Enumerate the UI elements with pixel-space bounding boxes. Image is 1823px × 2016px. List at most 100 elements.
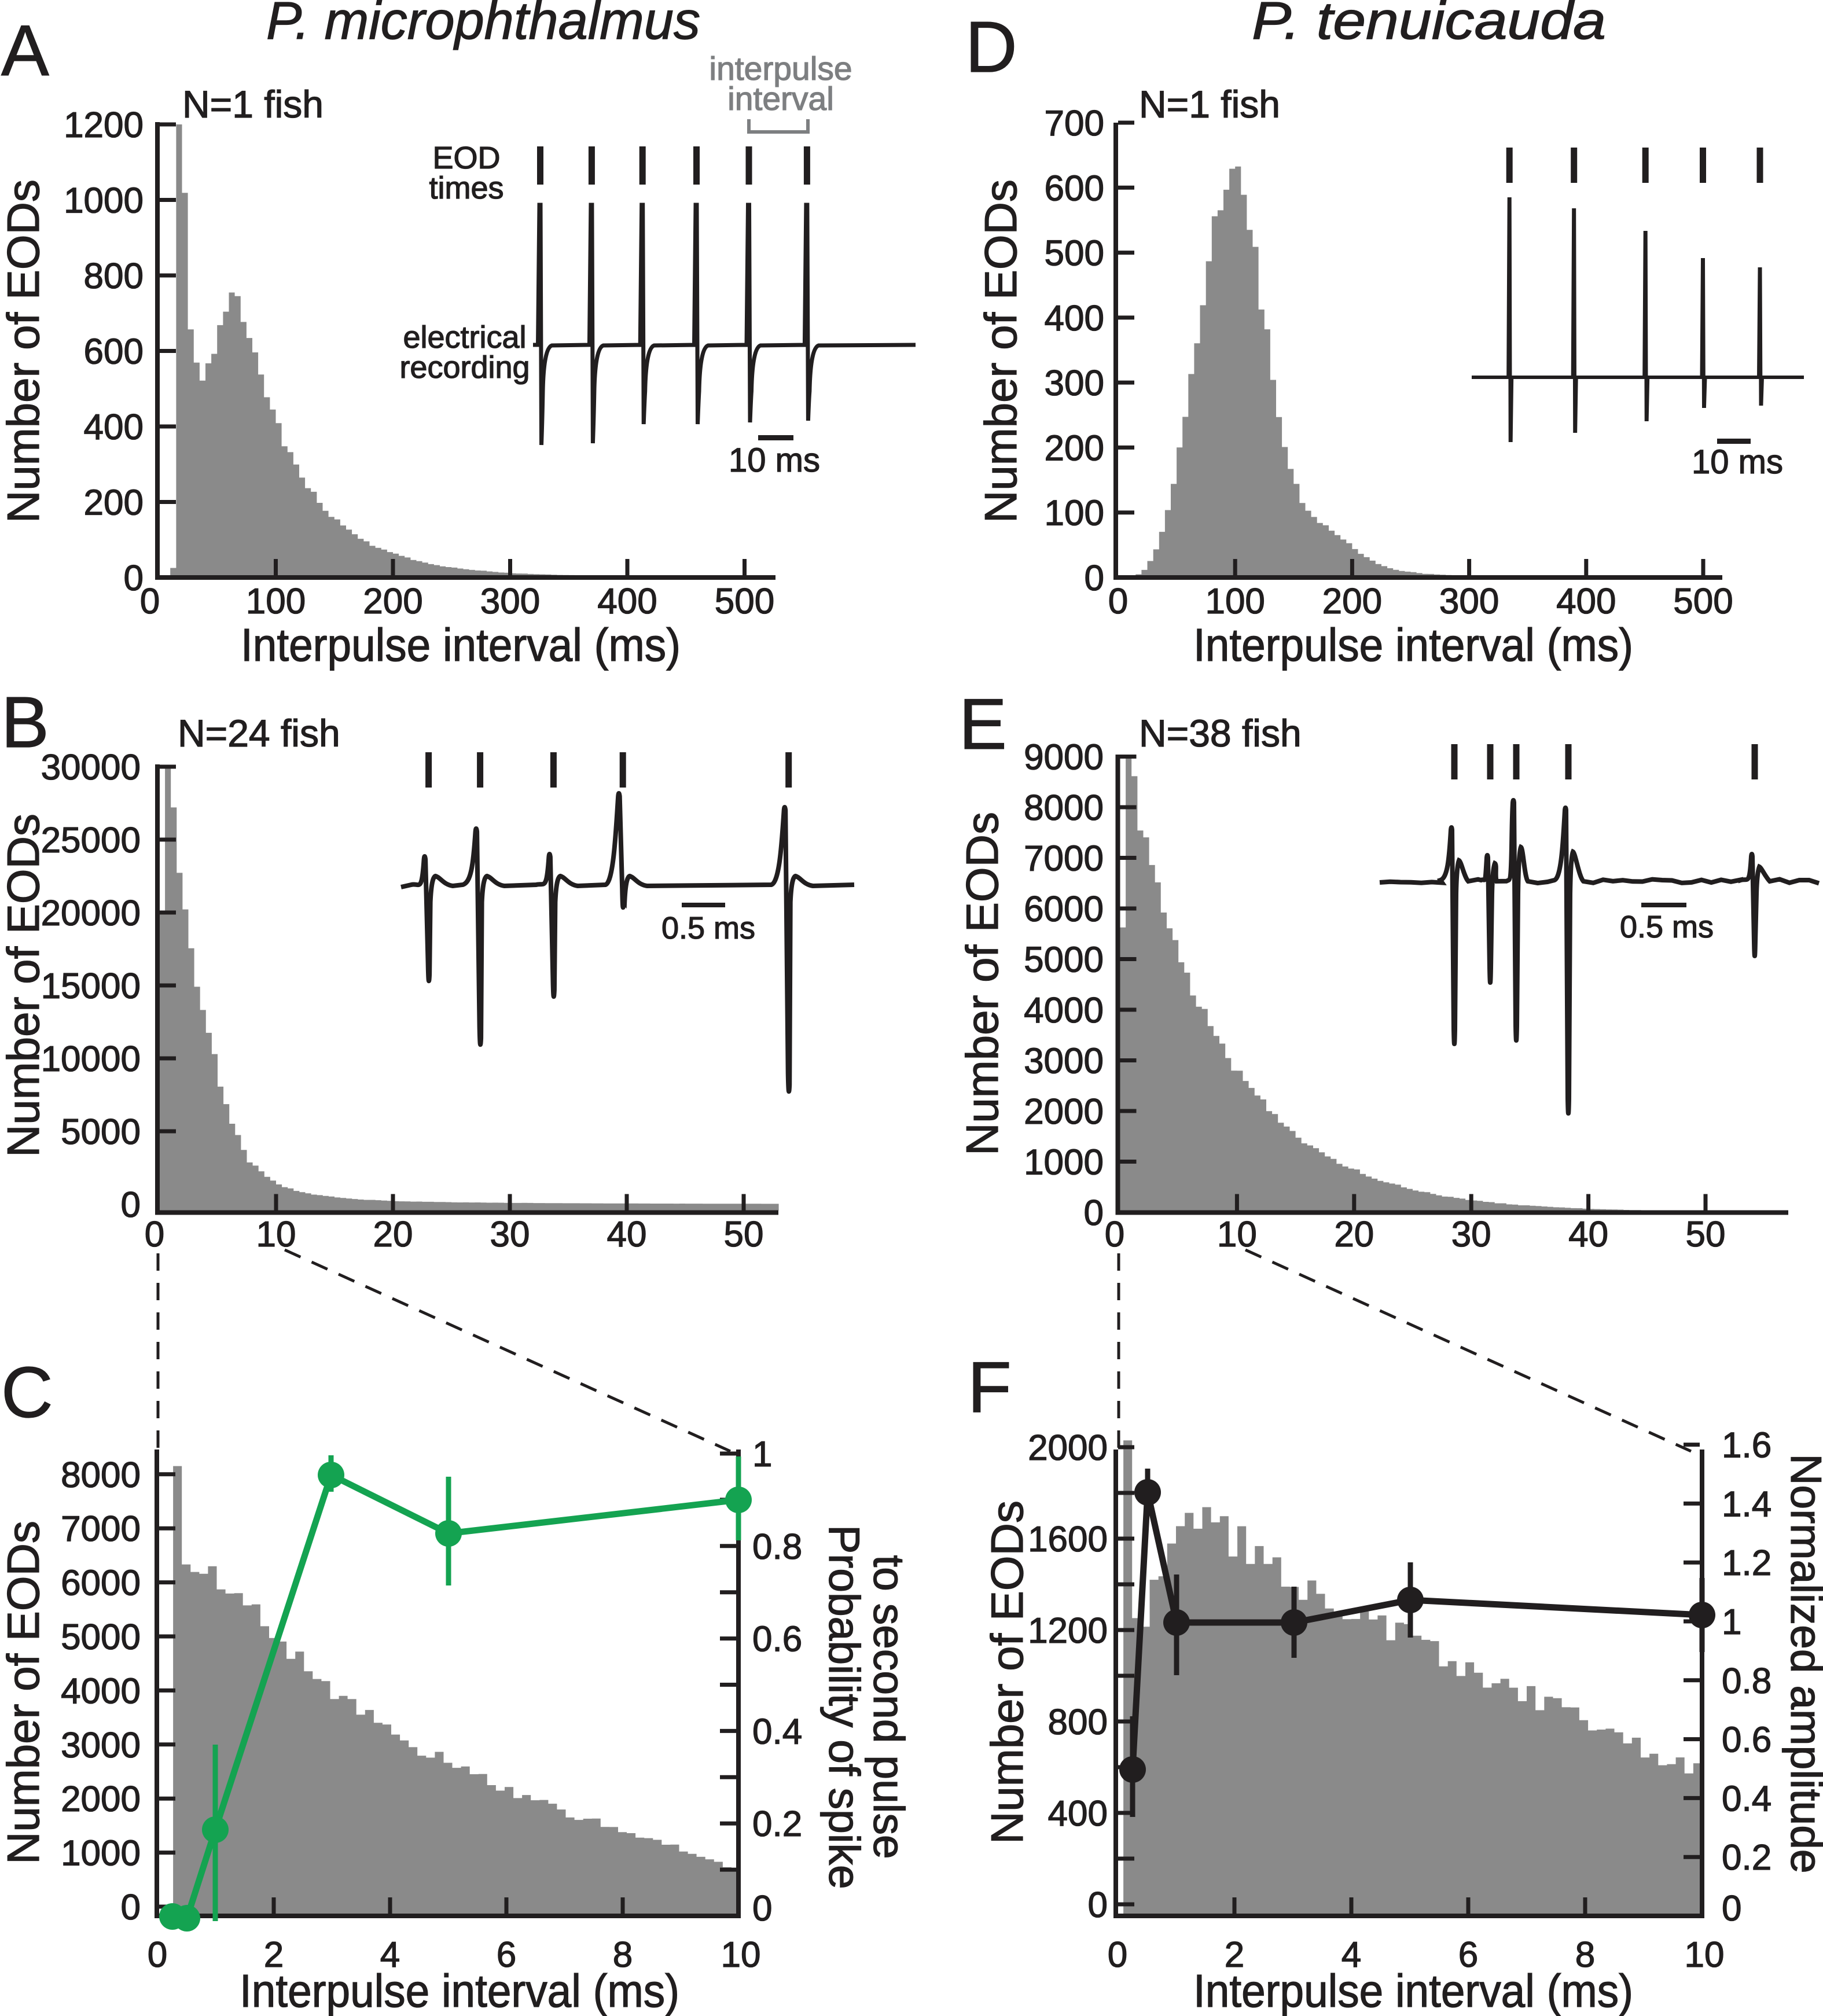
svg-text:0: 0 <box>1105 1215 1124 1255</box>
svg-text:Number of EODs: Number of EODs <box>0 1521 49 1864</box>
svg-text:30: 30 <box>1451 1215 1491 1255</box>
svg-text:Interpulse interval (ms): Interpulse interval (ms) <box>240 1965 679 2016</box>
svg-text:0: 0 <box>1088 1885 1108 1925</box>
svg-text:2000: 2000 <box>1024 1092 1104 1132</box>
svg-text:20: 20 <box>373 1215 413 1255</box>
svg-text:10: 10 <box>256 1215 296 1255</box>
svg-text:2: 2 <box>264 1935 284 1975</box>
svg-text:recording: recording <box>399 350 530 385</box>
svg-text:P. microphthalmus: P. microphthalmus <box>266 0 700 50</box>
svg-text:500: 500 <box>1045 234 1104 274</box>
svg-text:1: 1 <box>752 1434 772 1474</box>
svg-text:6: 6 <box>497 1935 516 1975</box>
svg-text:Normalized amplitude: Normalized amplitude <box>1782 1454 1823 1873</box>
svg-text:200: 200 <box>363 582 422 621</box>
svg-text:N=24 fish: N=24 fish <box>178 712 340 755</box>
svg-text:10 ms: 10 ms <box>1692 443 1783 481</box>
svg-text:25000: 25000 <box>41 821 141 860</box>
svg-text:2000: 2000 <box>1028 1428 1108 1468</box>
svg-text:EOD: EOD <box>432 141 500 175</box>
svg-text:400: 400 <box>1048 1794 1108 1834</box>
svg-text:to second pulse: to second pulse <box>865 1555 913 1859</box>
svg-text:20000: 20000 <box>41 893 141 933</box>
svg-text:4000: 4000 <box>61 1671 141 1711</box>
svg-text:0: 0 <box>1722 1889 1741 1929</box>
svg-text:100: 100 <box>1045 494 1104 534</box>
svg-text:1200: 1200 <box>1028 1611 1108 1651</box>
svg-text:300: 300 <box>1045 363 1104 403</box>
svg-text:1600: 1600 <box>1028 1520 1108 1559</box>
svg-text:D: D <box>965 8 1017 87</box>
svg-text:0.4: 0.4 <box>752 1712 802 1752</box>
svg-text:5000: 5000 <box>1024 940 1104 980</box>
svg-text:4: 4 <box>380 1935 400 1975</box>
svg-text:700: 700 <box>1045 104 1104 144</box>
svg-text:A: A <box>1 11 49 91</box>
svg-text:0.5 ms: 0.5 ms <box>1620 910 1714 944</box>
svg-text:40: 40 <box>607 1215 647 1255</box>
svg-text:10: 10 <box>1217 1215 1257 1255</box>
svg-text:1.4: 1.4 <box>1722 1484 1771 1524</box>
svg-text:B: B <box>1 683 49 763</box>
svg-text:10 ms: 10 ms <box>729 442 820 479</box>
svg-text:Number of EODs: Number of EODs <box>0 179 49 523</box>
svg-text:400: 400 <box>597 582 657 621</box>
svg-text:0: 0 <box>124 558 144 598</box>
svg-text:1200: 1200 <box>64 105 144 145</box>
svg-text:400: 400 <box>1045 299 1104 339</box>
svg-text:1: 1 <box>1722 1602 1741 1642</box>
svg-text:0: 0 <box>145 1215 164 1255</box>
svg-text:Interpulse interval (ms): Interpulse interval (ms) <box>1193 1965 1633 2016</box>
svg-text:0: 0 <box>1108 582 1128 621</box>
svg-text:800: 800 <box>84 256 144 296</box>
svg-text:1.2: 1.2 <box>1722 1543 1771 1583</box>
svg-text:Interpulse interval (ms): Interpulse interval (ms) <box>241 619 681 671</box>
svg-text:1000: 1000 <box>1024 1143 1104 1183</box>
svg-text:Interpulse interval (ms): Interpulse interval (ms) <box>1193 619 1633 671</box>
svg-text:500: 500 <box>715 582 774 621</box>
svg-text:8000: 8000 <box>61 1455 141 1495</box>
svg-text:50: 50 <box>1686 1215 1726 1255</box>
svg-text:100: 100 <box>1205 582 1265 621</box>
svg-text:40: 40 <box>1568 1215 1608 1255</box>
svg-text:5000: 5000 <box>61 1617 141 1657</box>
svg-text:10: 10 <box>721 1935 761 1975</box>
svg-text:200: 200 <box>1045 428 1104 468</box>
svg-text:0.2: 0.2 <box>1722 1838 1771 1878</box>
svg-text:4: 4 <box>1341 1935 1361 1975</box>
svg-text:100: 100 <box>246 582 306 621</box>
svg-text:electrical: electrical <box>403 320 526 355</box>
svg-text:800: 800 <box>1048 1702 1108 1742</box>
svg-text:Number of EODs: Number of EODs <box>982 1500 1032 1844</box>
svg-text:500: 500 <box>1673 582 1733 621</box>
svg-text:7000: 7000 <box>1024 839 1104 879</box>
svg-text:0: 0 <box>140 582 160 621</box>
svg-text:600: 600 <box>1045 168 1104 208</box>
svg-text:1000: 1000 <box>64 181 144 221</box>
svg-text:N=38 fish: N=38 fish <box>1139 712 1302 755</box>
svg-text:E: E <box>959 685 1007 764</box>
svg-text:N=1 fish: N=1 fish <box>182 83 324 126</box>
svg-text:Number of EODs: Number of EODs <box>975 179 1026 523</box>
svg-text:8000: 8000 <box>1024 788 1104 828</box>
svg-text:6000: 6000 <box>1024 889 1104 929</box>
svg-text:15000: 15000 <box>41 966 141 1006</box>
svg-text:0: 0 <box>121 1888 141 1927</box>
svg-text:8: 8 <box>613 1935 633 1975</box>
svg-text:30: 30 <box>490 1215 530 1255</box>
svg-text:0.5 ms: 0.5 ms <box>661 911 755 946</box>
svg-text:300: 300 <box>1439 582 1499 621</box>
svg-text:3000: 3000 <box>1024 1042 1104 1081</box>
svg-text:400: 400 <box>84 407 144 447</box>
svg-text:8: 8 <box>1575 1935 1595 1975</box>
svg-text:P. tenuicauda: P. tenuicauda <box>1252 0 1606 50</box>
svg-text:600: 600 <box>84 332 144 372</box>
svg-text:Number of EODs: Number of EODs <box>957 812 1008 1156</box>
svg-text:50: 50 <box>724 1215 764 1255</box>
svg-text:9000: 9000 <box>1024 738 1104 778</box>
svg-text:interval: interval <box>727 80 834 117</box>
svg-text:10000: 10000 <box>41 1039 141 1079</box>
svg-text:Probability of spike: Probability of spike <box>820 1525 869 1889</box>
svg-text:300: 300 <box>480 582 540 621</box>
svg-text:2: 2 <box>1225 1935 1244 1975</box>
